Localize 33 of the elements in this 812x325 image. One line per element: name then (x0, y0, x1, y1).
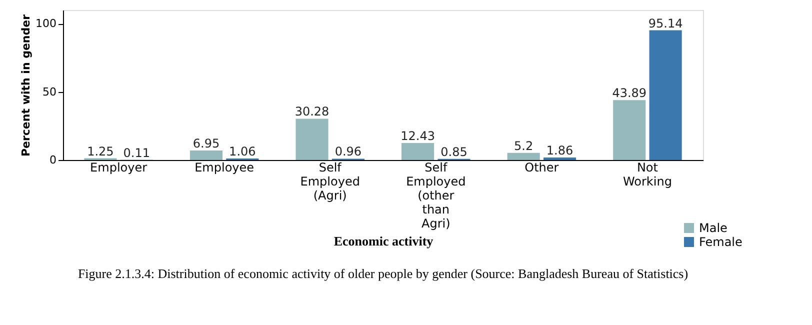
y-tick-label: 50 (42, 85, 56, 98)
data-label: 43.89 (612, 86, 647, 100)
data-label: 0.11 (123, 146, 150, 160)
data-label: 5.2 (514, 138, 534, 153)
data-label: 1.25 (87, 144, 114, 158)
bar (190, 150, 223, 160)
data-label: 95.14 (648, 16, 683, 30)
x-tick-label: Employer (90, 160, 148, 174)
y-axis-title: Percent with in gender (20, 14, 33, 157)
x-axis-title: Economic activity (334, 234, 434, 248)
bar (649, 30, 682, 160)
bar (613, 100, 646, 160)
x-tick-label: Not Working (622, 160, 672, 188)
y-tick-label: 100 (36, 17, 56, 30)
x-tick-label: Self Employed (other than Agri) (406, 160, 466, 230)
data-label: 30.28 (294, 104, 330, 119)
data-label: 0.96 (334, 144, 362, 159)
y-tick-label: 0 (50, 154, 56, 166)
data-label: 6.95 (192, 136, 220, 151)
data-label: 0.85 (440, 144, 468, 159)
caption: Figure 2.1.3.4: Distribution of economic activity of older people by gender (Source: Bangladesh Bureau of Statistics) (78, 266, 688, 281)
bar (402, 143, 434, 160)
x-tick-label: Self Employed (Agri) (300, 160, 360, 202)
data-label: 12.43 (400, 129, 435, 144)
x-tick-label: Employee (194, 160, 254, 174)
legend-label: Male (699, 221, 728, 235)
legend-label: Female (699, 235, 742, 249)
x-tick-label: Other (524, 160, 559, 174)
bar (543, 157, 576, 160)
data-label: 1.86 (546, 143, 574, 158)
bar (507, 152, 540, 160)
bar (296, 118, 328, 160)
data-label: 1.06 (229, 144, 256, 159)
